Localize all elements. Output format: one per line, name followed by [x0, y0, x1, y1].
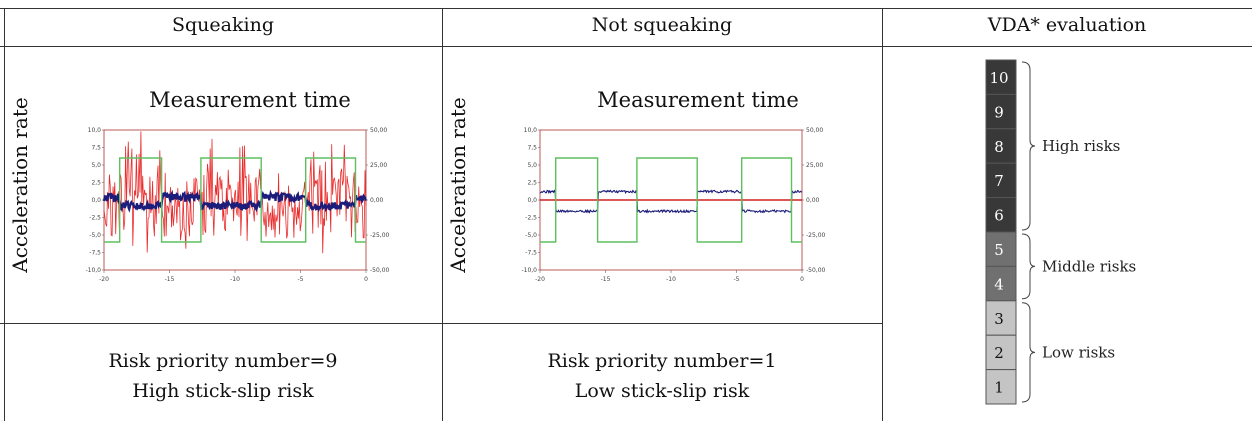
vda-level-3-label: 3 [994, 310, 1004, 328]
not-squeaking-plot-title: Measurement time [597, 88, 799, 112]
not-squeaking-ytick-label-right: 0,00 [806, 197, 820, 204]
squeaking-series-band [102, 189, 367, 213]
col-divider-1 [442, 8, 443, 421]
not-squeaking-xtick-label: -5 [734, 276, 740, 283]
not-squeaking-risk-number: Risk priority number=1 [547, 350, 777, 372]
vda-group-label-2: Low risks [1042, 343, 1115, 361]
vda-level-6-cell [985, 197, 1017, 233]
not-squeaking-xtick-label: -10 [666, 276, 676, 283]
squeaking-ytick-label-left: -5,0 [89, 232, 101, 239]
squeaking-xtick-label: -5 [298, 276, 304, 283]
col-divider-2 [882, 8, 883, 421]
squeaking-ytick-label-right: 0,00 [370, 197, 384, 204]
not-squeaking-ytick-label-right: -25,00 [806, 232, 826, 239]
vda-group-label-0: High risks [1042, 137, 1120, 155]
vda-level-1-cell [985, 369, 1017, 405]
not-squeaking-risk-text: Risk priority number=1 Low stick-slip ri… [442, 346, 882, 406]
squeaking-plot-title: Measurement time [149, 88, 351, 112]
header-squeaking: Squeaking [172, 14, 274, 36]
vda-group-brace-2 [1021, 302, 1036, 403]
vda-level-1-label: 1 [994, 379, 1004, 397]
vda-level-10-label: 10 [989, 69, 1008, 87]
squeaking-risk-number: Risk priority number=9 [108, 350, 338, 372]
not-squeaking-ytick-label-right: 25,00 [806, 162, 823, 169]
squeaking-ytick-label-right: -25,00 [370, 232, 390, 239]
col-divider-left [4, 8, 5, 421]
not-squeaking-chart: 10,0 7,5 5,0 2,5 0,0 -2,5 -5,0 -7,5 -10,0 50,00 25… [521, 127, 826, 283]
squeaking-ytick-label-left: -2,5 [89, 215, 101, 222]
squeaking-risk-level: High stick-slip risk [132, 380, 314, 402]
header-divider [0, 46, 1252, 47]
squeaking-xtick-label: -20 [99, 276, 109, 283]
not-squeaking-series-step [539, 189, 803, 214]
not-squeaking-ytick-label-left: 0,0 [527, 197, 537, 204]
squeaking-ytick-label-left: 2,5 [91, 180, 101, 187]
squeaking-ytick-label-left: 7,5 [91, 145, 101, 152]
squeaking-ytick-label-right: 25,00 [370, 162, 387, 169]
not-squeaking-ytick-label-left: -7,5 [525, 250, 537, 257]
not-squeaking-ytick-label-right: 50,00 [806, 127, 823, 134]
vda-level-5-label: 5 [994, 241, 1004, 259]
not-squeaking-xtick-label: -20 [535, 276, 545, 283]
not-squeaking-ytick-label-left: -10,0 [521, 267, 537, 274]
squeaking-xtick-label: -10 [230, 276, 240, 283]
table-top-border [0, 8, 1252, 9]
squeaking-xtick-label: -15 [165, 276, 175, 283]
not-squeaking-xtick-label: 0 [800, 276, 804, 283]
header-vda-evaluation: VDA* evaluation [987, 14, 1147, 36]
vda-group-label-1: Middle risks [1042, 257, 1136, 275]
squeaking-ytick-label-right: -50,00 [370, 267, 390, 274]
vda-level-9-label: 9 [994, 103, 1004, 121]
squeaking-ytick-label-left: -7,5 [89, 250, 101, 257]
vda-group-brace-1 [1021, 233, 1036, 300]
squeaking-ytick-label-left: -10,0 [85, 267, 101, 274]
vda-level-6-label: 6 [994, 207, 1004, 225]
not-squeaking-ytick-label-left: -5,0 [525, 232, 537, 239]
vda-level-2-cell [985, 334, 1017, 371]
risk-row-divider [0, 323, 882, 324]
squeaking-series-square [104, 157, 366, 243]
squeaking-ytick-label-right: 50,00 [370, 127, 387, 134]
not-squeaking-ytick-label-left: 10,0 [524, 127, 538, 134]
vda-level-10-cell [985, 59, 1017, 95]
squeaking-ytick-label-left: 5,0 [91, 162, 101, 169]
vda-level-2-label: 2 [994, 344, 1004, 362]
not-squeaking-ytick-label-left: 2,5 [527, 180, 537, 187]
not-squeaking-ytick-label-left: 7,5 [527, 145, 537, 152]
not-squeaking-xtick-label: -15 [601, 276, 611, 283]
vda-level-4-label: 4 [994, 275, 1004, 293]
squeaking-ytick-label-left: 10,0 [88, 127, 102, 134]
not-squeaking-ytick-label-left: -2,5 [525, 215, 537, 222]
header-not-squeaking: Not squeaking [591, 14, 733, 36]
not-squeaking-ytick-label-right: -50,00 [806, 267, 826, 274]
squeaking-chart: 10,0 7,5 5,0 2,5 0,0 -2,5 -5,0 -7,5 -10,0 50,00 25… [85, 127, 390, 283]
squeaking-series-noise [103, 131, 367, 254]
not-squeaking-ytick-label-left: 5,0 [527, 162, 537, 169]
squeaking-risk-text: Risk priority number=9 High stick-slip r… [4, 346, 442, 406]
not-squeaking-series-square [540, 157, 802, 243]
vda-level-8-label: 8 [994, 138, 1004, 156]
not-squeaking-risk-level: Low stick-slip risk [574, 380, 750, 402]
squeaking-ytick-label-left: 0,0 [91, 197, 101, 204]
vda-level-7-label: 7 [994, 172, 1004, 190]
squeaking-xtick-label: 0 [364, 276, 368, 283]
vda-group-brace-0 [1021, 61, 1036, 231]
